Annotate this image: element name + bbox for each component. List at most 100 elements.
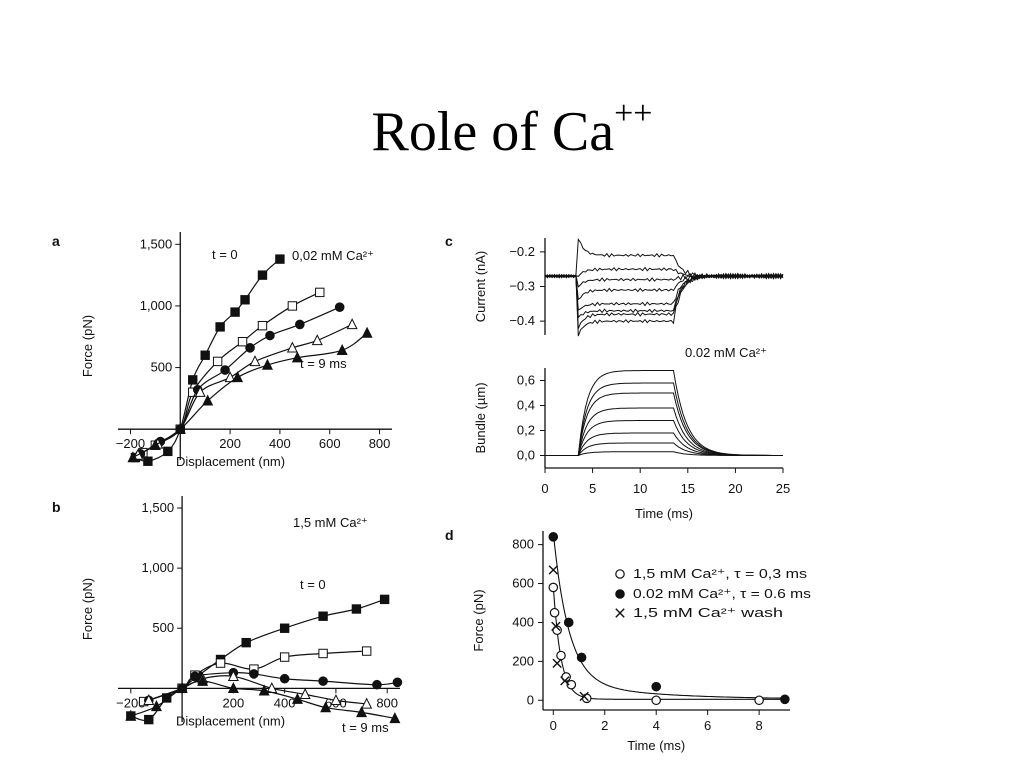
panel-b-series-2-point <box>190 671 200 682</box>
panel-a-x-tick-label: −200 <box>116 436 145 451</box>
panel-d-series-1-point <box>576 652 587 663</box>
panel-b-series-0-point <box>351 604 362 614</box>
panel-b-series-4-point <box>150 700 162 712</box>
panel-a-series-0-point <box>143 456 153 466</box>
panel-b-y-label: Force (pN) <box>80 578 95 640</box>
panel-b-x-tick-label: 400 <box>274 695 296 710</box>
panel-b-x-tick-label: 200 <box>223 695 245 710</box>
slide-title: Role of Ca++ <box>0 95 1024 164</box>
panel-c-bundle: 0,0 0,2 0,4 0,6 0 5 10 15 20 25 Time (ms) Bundle (µ… <box>473 345 790 521</box>
panel-b-series-0-point <box>318 611 328 621</box>
panel-d-series-2-point <box>579 691 589 702</box>
panel-a-annotation: t = 0 <box>212 247 238 262</box>
panel-d-series-1-point <box>548 532 559 542</box>
panel-a-condition: 0,02 mM Ca²⁺ <box>292 248 374 263</box>
panel-b-series-1-point <box>361 646 372 656</box>
panel-c-current-y-label: Current (nA) <box>473 251 488 323</box>
panel-a-y-tick-label: 500 <box>151 360 173 375</box>
panel-a-x-tick-label: 400 <box>269 436 291 451</box>
panel-d-y-tick-label: 400 <box>512 614 534 629</box>
panel-c-bundle-y-label: Bundle (µm) <box>473 382 488 453</box>
panel-b-series-0-point <box>241 637 251 648</box>
panel-d-legend-label-1: 0.02 mM Ca²⁺, τ = 0.6 ms <box>633 586 812 601</box>
panel-d-label: d <box>445 527 454 543</box>
panel-b-series-2-point <box>249 669 259 679</box>
panel-b-x-label: Displacement (nm) <box>176 713 285 728</box>
panel-d-y-tick-label: 0 <box>527 692 534 707</box>
panel-d-series-2-point <box>560 676 570 686</box>
panel-c-bundle-condition: 0.02 mM Ca²⁺ <box>685 345 767 360</box>
panel-d-fit-high-ca <box>552 586 785 700</box>
panel-c-bundle-y-tick-label: 0,2 <box>517 423 535 438</box>
panel-a-y-tick-label: 1,500 <box>140 236 173 251</box>
panel-a-series-4-point <box>336 343 348 356</box>
panel-a-annotation: t = 9 ms <box>300 356 347 371</box>
panel-a-series-3-point <box>194 385 206 397</box>
panel-b-series-4-point <box>389 712 401 724</box>
panel-a-series-1-point <box>287 301 298 311</box>
panel-b-series-4-point <box>356 706 368 718</box>
panel-c-current-trace-6 <box>544 272 784 329</box>
panel-d-legend-label-0: 1,5 mM Ca²⁺, τ = 0,3 ms <box>633 566 808 581</box>
panel-b-series-3-point <box>227 670 239 682</box>
panel-d-x-tick-label: 0 <box>550 718 557 733</box>
panel-a-y-label: Force (pN) <box>80 315 95 377</box>
panel-c-bundle-x-tick-label: 20 <box>728 481 742 496</box>
panel-c-bundle-x-tick-label: 0 <box>541 481 548 496</box>
panel-c-bundle-x-label: Time (ms) <box>635 506 693 521</box>
panel-a-x-tick-label: 200 <box>219 436 241 451</box>
panel-c-current-trace-5 <box>544 272 784 319</box>
panel-b-y-tick-label: 1,000 <box>142 560 175 575</box>
slide-title-text: Role of Ca <box>371 101 615 163</box>
panel-a-series-0-point <box>275 254 285 264</box>
panel-a-series-3-point <box>249 355 261 367</box>
panel-a-series-4-point <box>232 371 244 383</box>
panel-c-bundle-x-tick-label: 10 <box>633 481 647 496</box>
panel-a-series-4-point <box>174 422 186 434</box>
panel-b-series-4-point <box>320 701 332 713</box>
panel-b-series-1-point <box>215 658 226 668</box>
panel-d-x-tick-label: 4 <box>653 718 660 733</box>
panel-c-bundle-x-tick-label: 5 <box>589 481 596 496</box>
panel-a-y-tick-label: 1,000 <box>140 298 173 313</box>
panel-c-current-trace-7 <box>544 272 784 337</box>
panel-d-x-tick-label: 6 <box>704 718 711 733</box>
panel-d-y-tick-label: 800 <box>512 537 534 552</box>
panel-b-series-4-point <box>197 674 209 686</box>
slide-title-superscript: ++ <box>614 95 653 133</box>
panel-c-label: c <box>445 233 453 249</box>
panel-a-series-3-point <box>224 371 236 383</box>
panel-a-series-4-point <box>291 351 303 363</box>
panel-d-legend-marker-0 <box>615 569 625 579</box>
panel-d-series-2-point <box>551 621 561 632</box>
panel-d-y-tick-label: 200 <box>512 653 534 668</box>
panel-c-bundle-y-tick-label: 0,0 <box>517 448 535 463</box>
panel-a-series-3-point <box>346 318 358 330</box>
panel-a-series-0-point <box>200 350 210 360</box>
panel-d-series-0-point <box>556 650 566 661</box>
panel-d-y-label: Force (pN) <box>471 589 486 651</box>
panel-d: d 0 200 400 600 800 0 2 4 6 8 Time (ms) Force (pN) 1,… <box>445 527 812 753</box>
panel-b-x-tick-label: −200 <box>116 695 145 710</box>
panel-c-bundle-y-tick-label: 0,6 <box>517 373 535 388</box>
panel-b-series-2-point <box>279 673 290 684</box>
panel-a-series-3-point <box>311 334 323 346</box>
panel-b-x-tick-label: 800 <box>376 695 398 710</box>
panel-a-series-1-point <box>212 356 223 367</box>
panel-d-series-0-point <box>651 695 662 706</box>
panel-d-x-tick-label: 8 <box>756 718 763 733</box>
panel-b-series-0-point <box>379 594 390 605</box>
panel-b-series-4-point <box>258 684 270 696</box>
panel-d-series-2-point <box>552 658 562 668</box>
panel-b-series-4-point <box>125 709 137 721</box>
panel-c-current-trace-0 <box>544 237 784 280</box>
panel-b-label: b <box>52 499 61 515</box>
panel-d-fit-low-ca <box>552 532 785 699</box>
panel-a-series-0-point <box>257 270 268 280</box>
panel-b-series-3-point <box>299 688 311 700</box>
panel-a-series-2-point <box>220 365 230 375</box>
panel-d-series-1-point <box>563 617 574 628</box>
panel-b-series-2-point <box>392 677 403 688</box>
panel-a-series-2-point <box>334 302 345 312</box>
